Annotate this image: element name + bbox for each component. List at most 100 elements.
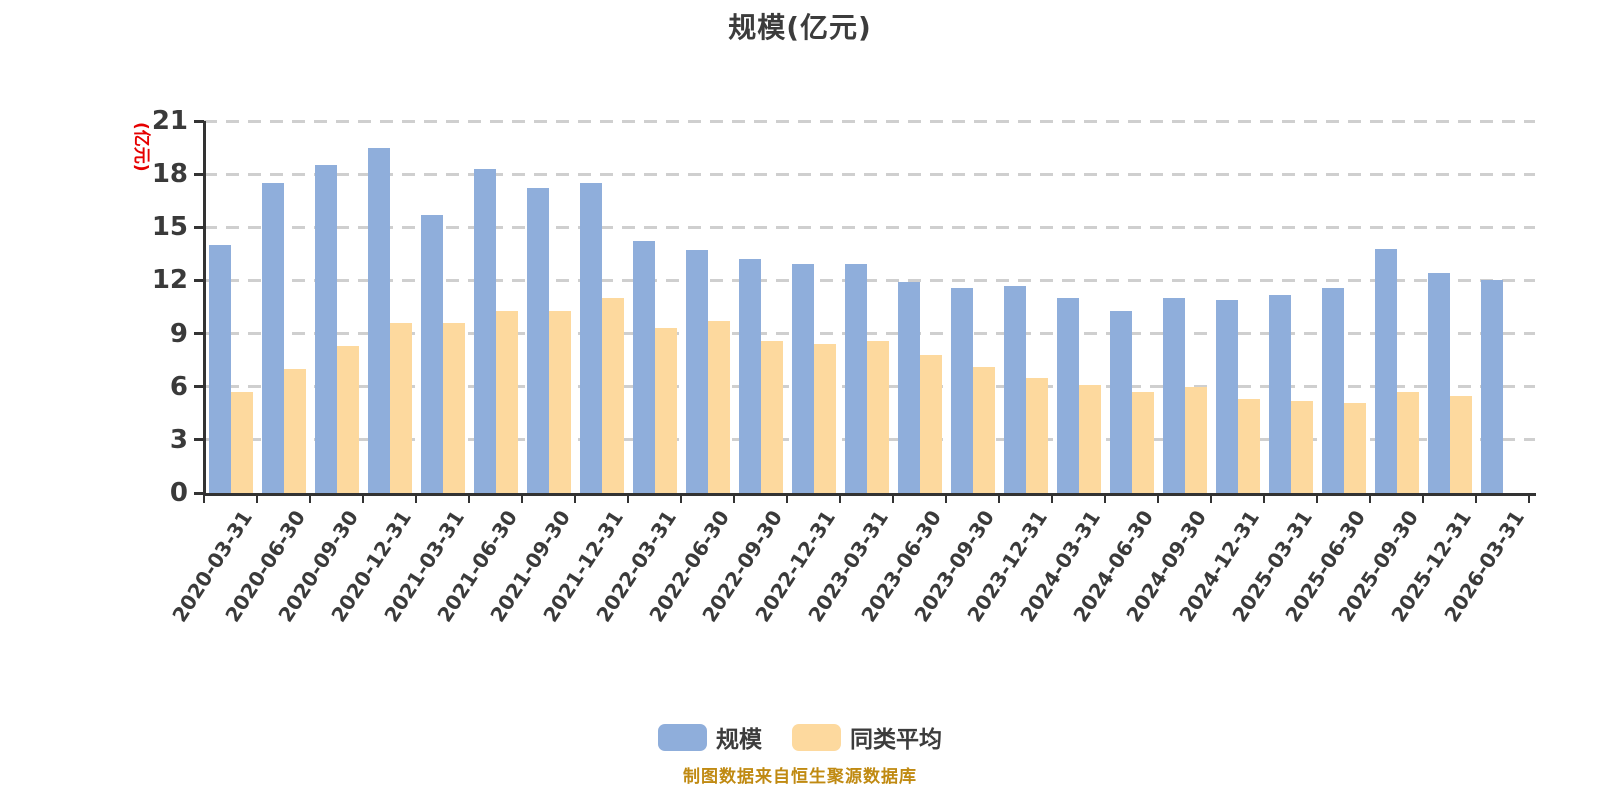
x-axis-tick bbox=[309, 496, 311, 503]
y-axis-tick bbox=[194, 491, 204, 495]
average-bar[interactable] bbox=[549, 310, 571, 493]
x-axis-tick bbox=[1210, 496, 1212, 503]
x-axis-tick bbox=[415, 496, 417, 503]
x-axis-tick bbox=[1422, 496, 1424, 503]
average-series-swatch bbox=[792, 723, 841, 751]
average-bar[interactable] bbox=[1132, 392, 1154, 493]
scale-bar[interactable] bbox=[1269, 294, 1291, 493]
y-axis-label: 9 bbox=[169, 318, 188, 349]
scale-series-label: 规模 bbox=[716, 727, 762, 753]
scale-bar[interactable] bbox=[1057, 298, 1079, 493]
x-axis-tick bbox=[733, 496, 735, 503]
scale-bar[interactable] bbox=[1428, 273, 1450, 493]
average-bar[interactable] bbox=[655, 328, 677, 493]
x-axis-tick bbox=[627, 496, 629, 503]
x-axis-tick bbox=[1528, 496, 1530, 503]
x-axis-tick bbox=[256, 496, 258, 503]
average-bar[interactable] bbox=[390, 322, 412, 493]
scale-bar[interactable] bbox=[580, 183, 602, 493]
x-axis-tick bbox=[1263, 496, 1265, 503]
average-bar[interactable] bbox=[496, 310, 518, 493]
scale-bar[interactable] bbox=[951, 287, 973, 493]
scale-bar[interactable] bbox=[898, 282, 920, 493]
scale-bar[interactable] bbox=[421, 214, 443, 493]
average-bar[interactable] bbox=[814, 344, 836, 493]
average-bar[interactable] bbox=[1450, 395, 1472, 493]
average-bar[interactable] bbox=[443, 322, 465, 493]
x-axis-tick bbox=[1316, 496, 1318, 503]
y-axis-label: 12 bbox=[151, 265, 188, 296]
x-axis-tick bbox=[468, 496, 470, 503]
y-axis-tick bbox=[194, 332, 204, 336]
scale-bar[interactable] bbox=[792, 264, 814, 493]
y-axis-tick bbox=[194, 119, 204, 123]
scale-bar[interactable] bbox=[527, 188, 549, 493]
scale-bar[interactable] bbox=[633, 241, 655, 493]
scale-bar[interactable] bbox=[368, 147, 390, 493]
average-bar[interactable] bbox=[973, 367, 995, 493]
average-bar[interactable] bbox=[920, 354, 942, 493]
average-series-label: 同类平均 bbox=[850, 727, 942, 753]
y-axis-label: 0 bbox=[169, 478, 188, 508]
x-axis-tick bbox=[839, 496, 841, 503]
y-axis-tick bbox=[194, 438, 204, 442]
y-axis-tick bbox=[194, 172, 204, 176]
x-axis-tick bbox=[1104, 496, 1106, 503]
scale-bar[interactable] bbox=[1004, 285, 1026, 493]
average-bar[interactable] bbox=[602, 298, 624, 493]
scale-bar[interactable] bbox=[1110, 310, 1132, 493]
y-gridline bbox=[204, 119, 1535, 123]
average-bar[interactable] bbox=[1185, 386, 1207, 493]
average-bar[interactable] bbox=[1026, 377, 1048, 493]
scale-bar[interactable] bbox=[845, 264, 867, 493]
x-axis-tick bbox=[574, 496, 576, 503]
scale-bar[interactable] bbox=[474, 168, 496, 493]
y-axis-tick bbox=[194, 278, 204, 282]
average-bar[interactable] bbox=[337, 345, 359, 493]
average-bar[interactable] bbox=[867, 340, 889, 493]
scale-bar[interactable] bbox=[686, 250, 708, 493]
x-axis-line bbox=[203, 493, 1536, 496]
y-gridline bbox=[204, 278, 1535, 282]
average-bar[interactable] bbox=[284, 369, 306, 493]
y-axis-label: 15 bbox=[151, 212, 188, 243]
scale-bar[interactable] bbox=[209, 245, 231, 493]
scale-bar[interactable] bbox=[1322, 287, 1344, 493]
x-axis-tick bbox=[203, 496, 205, 503]
scale-bar[interactable] bbox=[1216, 299, 1238, 493]
average-bar[interactable] bbox=[231, 392, 253, 493]
y-axis-label: 21 bbox=[151, 106, 188, 136]
footer-note: 制图数据来自恒生聚源数据库 bbox=[683, 767, 917, 787]
average-bar[interactable] bbox=[1397, 392, 1419, 493]
scale-series-swatch bbox=[658, 723, 707, 751]
scale-bar[interactable] bbox=[262, 183, 284, 493]
scale-bar[interactable] bbox=[315, 165, 337, 493]
x-axis-tick bbox=[945, 496, 947, 503]
scale-bar[interactable] bbox=[1481, 280, 1503, 493]
y-gridline bbox=[204, 225, 1535, 229]
y-axis-label: 6 bbox=[169, 371, 188, 402]
average-bar[interactable] bbox=[1079, 384, 1101, 493]
x-axis-tick bbox=[680, 496, 682, 503]
x-axis-tick bbox=[362, 496, 364, 503]
average-bar[interactable] bbox=[1291, 400, 1313, 493]
y-axis-line bbox=[203, 121, 206, 496]
x-axis-tick bbox=[1157, 496, 1159, 503]
average-bar[interactable] bbox=[1238, 399, 1260, 493]
legend-item-average[interactable]: 同类平均 bbox=[792, 720, 942, 754]
legend: 规模 同类平均 bbox=[0, 720, 1600, 754]
x-axis-tick bbox=[1369, 496, 1371, 503]
x-axis-tick bbox=[786, 496, 788, 503]
average-bar[interactable] bbox=[708, 321, 730, 493]
scale-bar[interactable] bbox=[739, 259, 761, 493]
y-gridline bbox=[204, 172, 1535, 176]
x-axis-tick bbox=[1051, 496, 1053, 503]
average-bar[interactable] bbox=[1344, 402, 1366, 493]
y-axis-tick bbox=[194, 225, 204, 229]
scale-bar[interactable] bbox=[1163, 298, 1185, 493]
average-bar[interactable] bbox=[761, 340, 783, 493]
scale-bar[interactable] bbox=[1375, 248, 1397, 493]
y-axis-label: 18 bbox=[151, 159, 188, 190]
legend-item-scale[interactable]: 规模 bbox=[658, 720, 762, 754]
